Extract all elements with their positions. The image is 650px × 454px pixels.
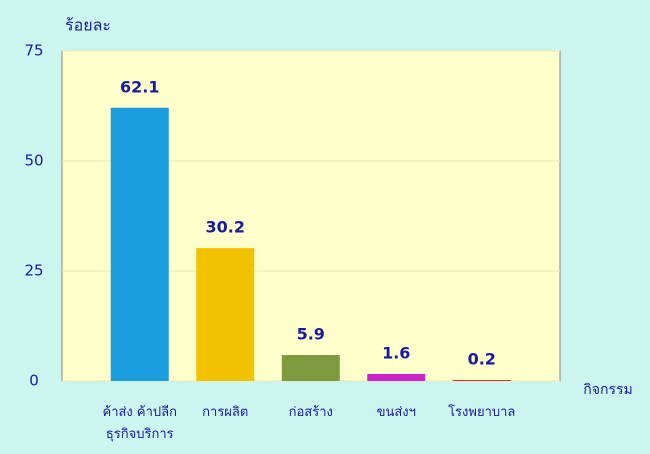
x-tick-label: ก่อสร้าง <box>288 405 333 420</box>
x-tick-label: โรงพยาบาล <box>448 405 516 420</box>
data-label: 62.1 <box>120 77 159 96</box>
data-label: 0.2 <box>468 350 496 369</box>
data-label: 30.2 <box>206 218 245 237</box>
bar <box>110 107 169 381</box>
x-axis-label: กิจกรรม <box>583 382 632 398</box>
bar <box>452 380 511 381</box>
y-tick-label: 50 <box>24 152 43 170</box>
data-label: 5.9 <box>297 325 325 344</box>
bar <box>367 373 426 381</box>
x-tick-label: ค้าส่ง ค้าปลีก ธุรกิจบริการ <box>102 405 178 442</box>
y-tick-label: 25 <box>24 262 43 280</box>
x-tick-label: การผลิต <box>202 405 249 420</box>
data-label: 1.6 <box>382 343 410 362</box>
bar <box>281 355 340 381</box>
y-tick-label: 0 <box>29 372 39 390</box>
y-axis-label: ร้อยละ <box>65 16 111 35</box>
bar <box>196 248 255 381</box>
x-tick-label: ขนส่งฯ <box>376 405 416 420</box>
y-tick-label: 75 <box>24 42 43 60</box>
